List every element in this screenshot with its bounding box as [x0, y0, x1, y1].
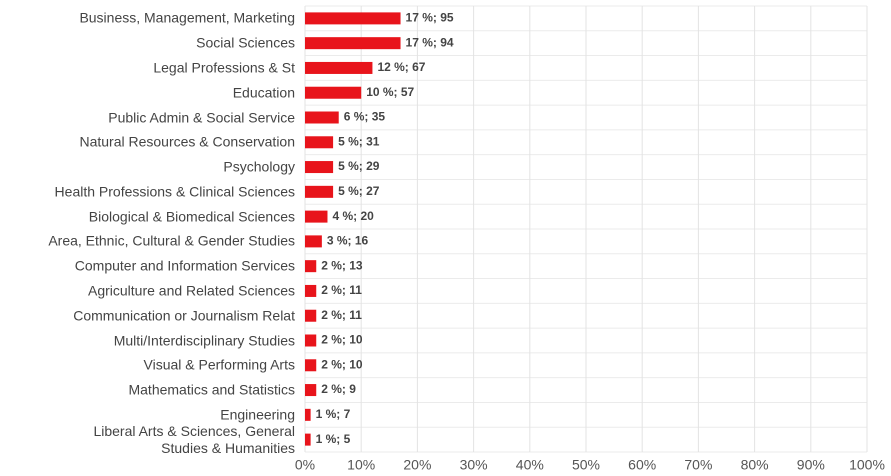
- y-tick-label: Natural Resources & Conservation: [79, 133, 295, 150]
- y-tick-label: Biological & Biomedical Sciences: [88, 208, 295, 225]
- x-tick-label: 100%: [849, 457, 885, 473]
- y-tick-label: Education: [232, 84, 295, 101]
- y-tick-label: Legal Professions & St: [153, 59, 295, 76]
- value-label: 2 %; 11: [321, 283, 362, 297]
- value-label: 4 %; 20: [332, 209, 374, 223]
- y-tick-label: Mathematics and Statistics: [128, 381, 295, 398]
- value-label: 10 %; 57: [366, 85, 414, 99]
- bar: [305, 161, 334, 174]
- bar: [305, 111, 339, 124]
- y-tick-label: Multi/Interdisciplinary Studies: [113, 332, 295, 348]
- value-label: 17 %; 95: [406, 11, 454, 25]
- y-tick-label: Psychology: [223, 158, 295, 175]
- x-tick-label: 70%: [684, 457, 712, 473]
- value-label: 17 %; 94: [406, 35, 454, 49]
- bar: [305, 12, 401, 25]
- value-label: 1 %; 7: [316, 407, 351, 421]
- value-label: 5 %; 29: [338, 159, 380, 173]
- y-tick-label: Engineering: [220, 406, 295, 423]
- x-tick-label: 10%: [347, 457, 375, 473]
- value-label: 2 %; 11: [321, 308, 362, 322]
- value-label: 3 %; 16: [327, 234, 369, 248]
- y-tick-label: Social Sciences: [196, 34, 295, 51]
- bar: [305, 86, 362, 99]
- bar: [305, 334, 317, 347]
- value-label: 2 %; 13: [321, 258, 363, 272]
- y-tick-label: Liberal Arts & Sciences, General Studies…: [93, 422, 295, 456]
- x-tick-label: 80%: [741, 457, 769, 473]
- bar: [305, 210, 328, 223]
- bar: [305, 185, 334, 198]
- bar: [305, 235, 322, 248]
- bar: [305, 37, 401, 50]
- value-label: 5 %; 31: [338, 134, 380, 148]
- x-tick-label: 30%: [460, 457, 488, 473]
- x-tick-label: 60%: [628, 457, 656, 473]
- value-label: 2 %; 10: [321, 333, 363, 347]
- y-tick-label: Public Admin & Social Service: [108, 109, 295, 125]
- y-tick-label: Communication or Journalism Relat: [73, 307, 295, 324]
- bar: [305, 433, 311, 446]
- value-label: 12 %; 67: [377, 60, 425, 74]
- bar: [305, 359, 317, 372]
- value-label: 2 %; 10: [321, 357, 363, 371]
- x-tick-label: 40%: [516, 457, 544, 473]
- y-tick-label: Health Professions & Clinical Sciences: [54, 183, 295, 200]
- x-tick-label: 20%: [403, 457, 431, 473]
- bar: [305, 309, 317, 322]
- value-label: 6 %; 35: [344, 110, 386, 124]
- bar: [305, 384, 317, 397]
- bar: [305, 284, 317, 297]
- x-tick-label: 50%: [572, 457, 600, 473]
- bar: [305, 61, 373, 74]
- bar: [305, 260, 317, 273]
- y-tick-label: Area, Ethnic, Cultural & Gender Studies: [48, 232, 295, 249]
- y-tick-label: Business, Management, Marketing: [79, 9, 295, 26]
- bar: [305, 408, 311, 421]
- value-label: 5 %; 27: [338, 184, 380, 198]
- y-tick-label: Agriculture and Related Sciences: [87, 282, 295, 299]
- value-label: 2 %; 9: [321, 382, 356, 396]
- x-tick-label: 0%: [295, 457, 315, 473]
- value-label: 1 %; 5: [316, 432, 351, 446]
- y-tick-label: Computer and Information Services: [74, 257, 295, 274]
- x-tick-label: 90%: [797, 457, 825, 473]
- y-tick-label: Visual & Performing Arts: [143, 356, 295, 373]
- bar: [305, 136, 334, 149]
